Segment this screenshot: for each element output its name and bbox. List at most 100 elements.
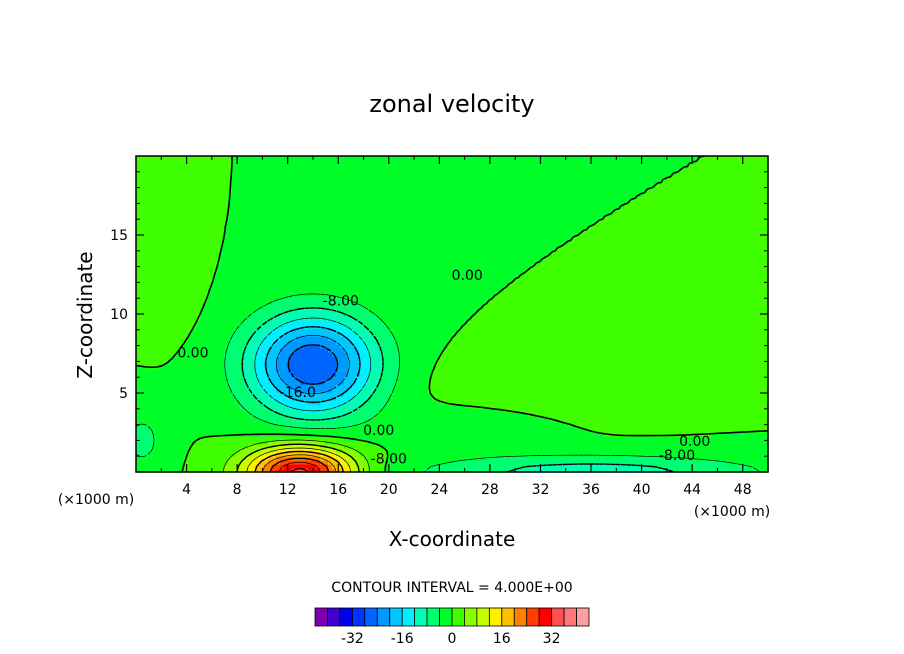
field-cell — [208, 428, 213, 433]
field-cell — [188, 368, 193, 373]
field-cell — [296, 160, 301, 165]
field-cell — [216, 252, 221, 257]
field-cell — [172, 196, 177, 201]
field-cell — [332, 172, 337, 177]
field-cell — [316, 396, 321, 401]
field-cell — [332, 348, 337, 353]
field-cell — [376, 460, 381, 465]
field-cell — [292, 204, 297, 209]
field-cell — [356, 392, 361, 397]
field-cell — [208, 216, 213, 221]
field-cell — [352, 440, 357, 445]
field-cell — [260, 384, 265, 389]
field-cell — [288, 160, 293, 165]
field-cell — [220, 340, 225, 345]
field-cell — [372, 392, 377, 397]
field-cell — [372, 236, 377, 241]
field-cell — [164, 304, 169, 309]
field-cell — [244, 324, 249, 329]
field-cell — [168, 312, 173, 317]
field-cell — [204, 420, 209, 425]
field-cell — [248, 448, 253, 453]
field-cell — [144, 436, 149, 441]
field-cell — [260, 316, 265, 321]
field-cell — [272, 260, 277, 265]
field-cell — [368, 360, 373, 365]
field-cell — [312, 232, 317, 237]
field-cell — [188, 244, 193, 249]
field-cell — [252, 280, 257, 285]
field-cell — [248, 224, 253, 229]
field-cell — [328, 324, 333, 329]
field-cell — [180, 192, 185, 197]
field-cell — [168, 180, 173, 185]
field-cell — [340, 384, 345, 389]
field-cell — [380, 268, 385, 273]
field-cell — [292, 424, 297, 429]
field-cell — [280, 356, 285, 361]
field-cell — [168, 428, 173, 433]
field-cell — [252, 248, 257, 253]
field-cell — [328, 276, 333, 281]
field-cell — [356, 316, 361, 321]
field-cell — [196, 168, 201, 173]
field-cell — [300, 276, 305, 281]
field-cell — [212, 216, 217, 221]
field-cell — [332, 364, 337, 369]
field-cell — [300, 212, 305, 217]
field-cell — [212, 440, 217, 445]
field-cell — [160, 448, 165, 453]
field-cell — [156, 448, 161, 453]
field-cell — [372, 268, 377, 273]
field-cell — [332, 380, 337, 385]
field-cell — [380, 436, 385, 441]
field-cell — [344, 380, 349, 385]
field-cell — [224, 428, 229, 433]
field-cell — [244, 208, 249, 213]
field-cell — [320, 412, 325, 417]
field-cell — [196, 452, 201, 457]
field-cell — [356, 168, 361, 173]
field-cell — [140, 264, 145, 269]
field-cell — [168, 372, 173, 377]
field-cell — [376, 380, 381, 385]
field-cell — [168, 456, 173, 461]
field-cell — [364, 420, 369, 425]
field-cell — [152, 432, 157, 437]
field-cell — [288, 180, 293, 185]
field-cell — [360, 176, 365, 181]
field-cell — [168, 352, 173, 357]
field-cell — [164, 332, 169, 337]
field-cell — [324, 216, 329, 221]
field-cell — [192, 256, 197, 261]
field-cell — [348, 264, 353, 269]
field-cell — [192, 384, 197, 389]
field-cell — [336, 312, 341, 317]
field-cell — [344, 432, 349, 437]
field-cell — [344, 340, 349, 345]
field-cell — [136, 468, 141, 473]
field-cell — [292, 368, 297, 373]
field-cell — [336, 376, 341, 381]
field-cell — [332, 412, 337, 417]
field-cell — [168, 408, 173, 413]
field-cell — [224, 320, 229, 325]
field-cell — [148, 352, 153, 357]
field-cell — [340, 204, 345, 209]
field-cell — [376, 192, 381, 197]
field-cell — [160, 460, 165, 465]
field-cell — [352, 196, 357, 201]
field-cell — [168, 248, 173, 253]
field-cell — [288, 244, 293, 249]
field-cell — [252, 208, 257, 213]
field-cell — [384, 208, 389, 213]
field-cell — [140, 344, 145, 349]
field-cell — [216, 464, 221, 469]
field-cell — [272, 364, 277, 369]
field-cell — [268, 424, 273, 429]
field-cell — [308, 196, 313, 201]
field-cell — [144, 440, 149, 445]
field-cell — [144, 236, 149, 241]
field-cell — [220, 220, 225, 225]
field-cell — [240, 408, 245, 413]
